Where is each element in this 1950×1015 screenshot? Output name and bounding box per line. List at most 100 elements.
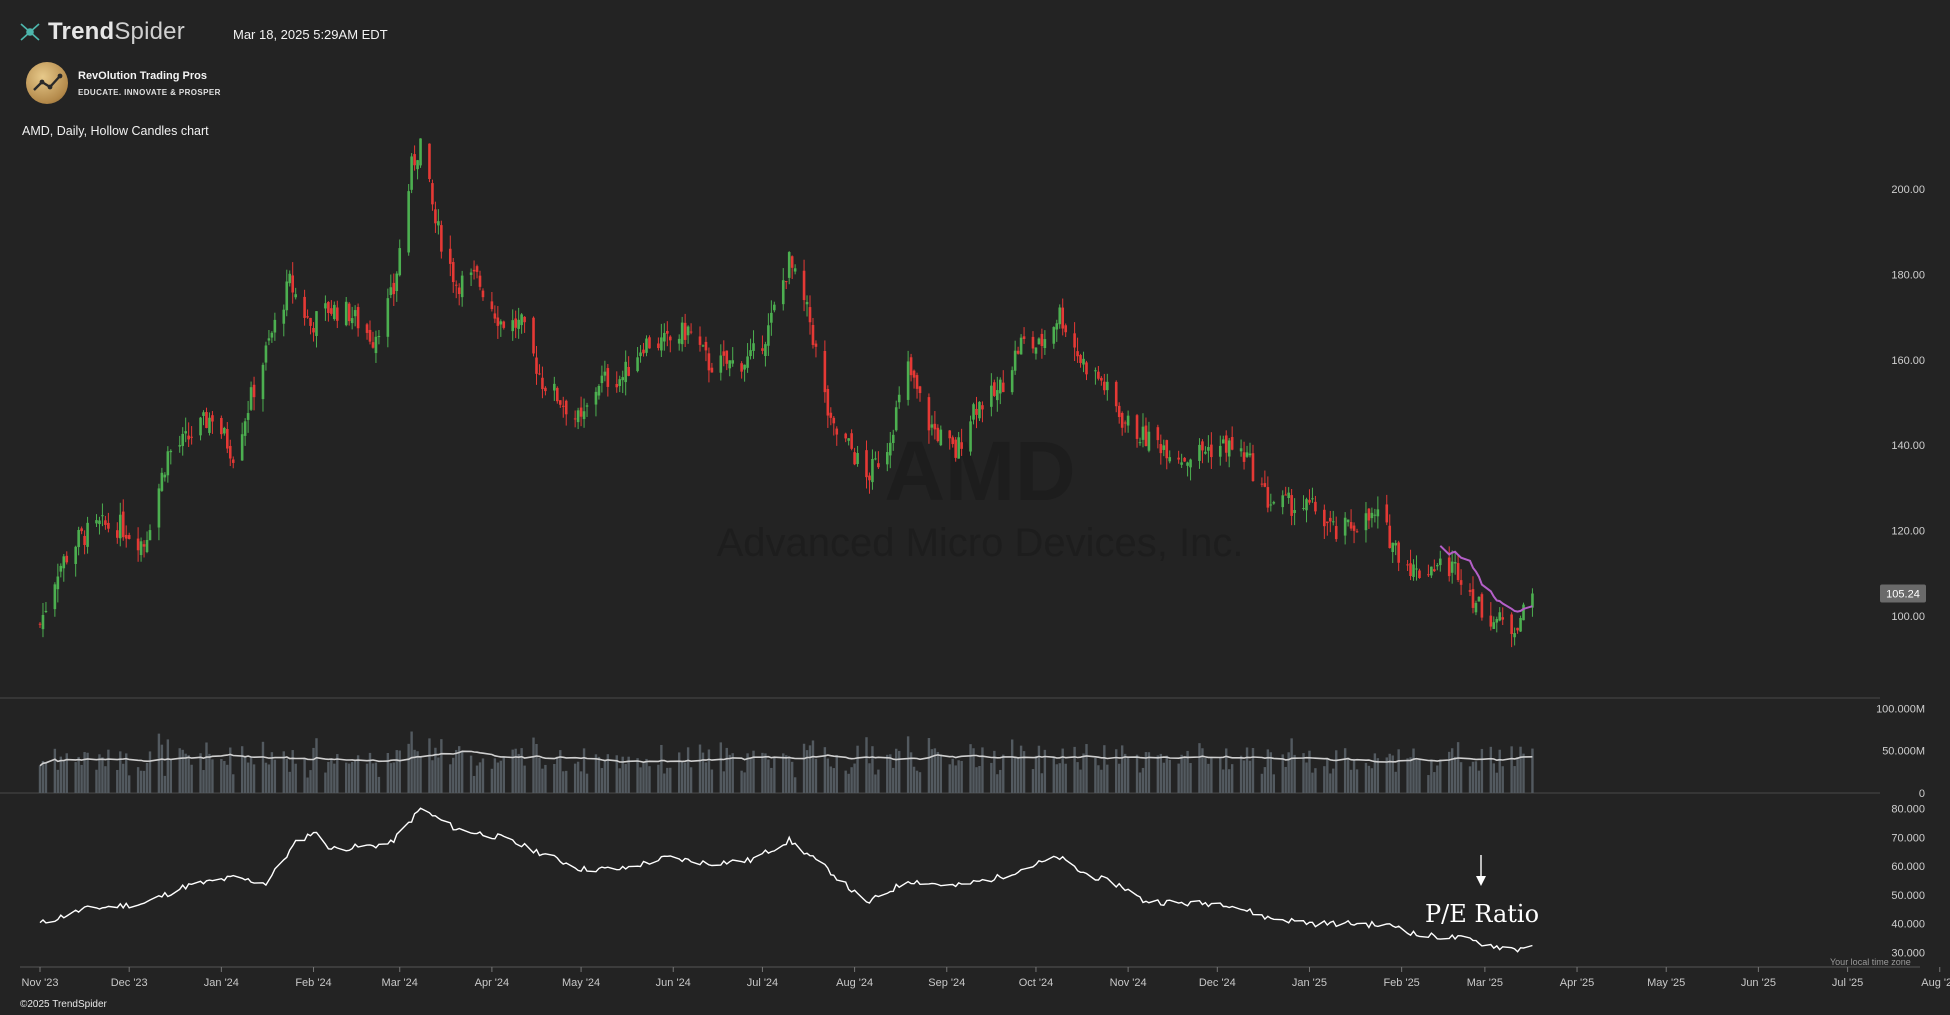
- moving-average-line: [1439, 545, 1533, 613]
- price-axis-tick: 180.00: [1891, 269, 1925, 281]
- price-axis-tick: 160.00: [1891, 355, 1925, 367]
- candle-body: [353, 310, 357, 317]
- volume-bar: [1073, 746, 1076, 793]
- volume-bar: [535, 743, 538, 793]
- volume-bar: [1156, 755, 1160, 793]
- volume-bar: [107, 749, 110, 793]
- volume-bar: [356, 755, 360, 793]
- pe-ratio-annotation: P/E Ratio: [1425, 900, 1539, 928]
- candle-body: [1269, 504, 1273, 506]
- price-axis-tick: 200.00: [1891, 184, 1925, 196]
- volume-bar: [377, 776, 381, 793]
- candle-body: [1019, 337, 1023, 355]
- volume-bar: [220, 758, 223, 793]
- volume-bar: [677, 752, 681, 793]
- volume-bar: [1427, 775, 1430, 793]
- candle-body: [1290, 495, 1293, 516]
- volume-bar: [347, 763, 351, 793]
- candle-body: [1510, 614, 1513, 635]
- volume-axis-tick: 100.000M: [1876, 703, 1925, 715]
- volume-bar: [1180, 754, 1183, 793]
- volume-bar: [1409, 757, 1412, 793]
- pe-axis-tick: 30.000: [1891, 947, 1925, 959]
- candle-body: [95, 520, 98, 524]
- x-axis-tick: Oct '24: [1019, 977, 1054, 989]
- volume-bar: [1388, 753, 1391, 793]
- volume-bar: [939, 754, 943, 793]
- volume-bar: [1326, 758, 1329, 793]
- candle-body: [597, 385, 601, 396]
- candle-body: [698, 336, 702, 345]
- candle-body: [618, 379, 622, 387]
- candle-body: [1013, 350, 1017, 371]
- candle-body: [1272, 502, 1276, 504]
- candle-body: [166, 451, 170, 476]
- candle-body: [448, 248, 452, 264]
- volume-bar: [565, 770, 568, 793]
- candle-body: [139, 541, 143, 556]
- candle-body: [1436, 565, 1439, 567]
- candle-body: [627, 366, 630, 376]
- candle-body: [781, 280, 785, 305]
- volume-bar: [306, 777, 309, 793]
- x-axis-tick: Dec '24: [1199, 977, 1236, 989]
- volume-bar: [1159, 753, 1163, 793]
- watermark-company: Advanced Micro Devices, Inc.: [717, 521, 1244, 565]
- candle-body: [523, 316, 526, 323]
- candle-body: [1427, 574, 1430, 576]
- candle-body: [704, 341, 708, 351]
- logo-title: RevOlution Trading Pros: [78, 69, 207, 82]
- candle-body: [157, 488, 161, 528]
- candle-body: [915, 375, 919, 389]
- timezone-note: Your local time zone: [1830, 957, 1911, 967]
- volume-bar: [1519, 746, 1522, 793]
- candle-body: [1126, 415, 1130, 426]
- candle-body: [41, 614, 45, 630]
- candle-body: [1263, 483, 1267, 487]
- candle-body: [240, 434, 244, 461]
- candle-body: [83, 535, 86, 545]
- volume-bar: [1516, 757, 1519, 793]
- volume-bar: [1492, 763, 1495, 793]
- candle-body: [1495, 619, 1499, 623]
- candle-body: [1064, 325, 1067, 333]
- volume-bar: [740, 770, 743, 793]
- candle-body: [136, 538, 140, 551]
- volume-bar: [1207, 763, 1210, 793]
- candle-body: [392, 282, 396, 295]
- candle-body: [472, 269, 476, 272]
- x-axis-tick: Jan '25: [1292, 977, 1327, 989]
- candle-body: [1474, 602, 1478, 613]
- volume-bar: [978, 766, 981, 793]
- candle-body: [1412, 564, 1415, 577]
- volume-bar: [184, 753, 187, 793]
- candle-body: [888, 442, 892, 456]
- candle-body: [520, 314, 523, 326]
- candle-body: [350, 318, 354, 324]
- price-axis-tick: 120.00: [1891, 525, 1925, 537]
- volume-bar: [761, 752, 764, 793]
- volume-bar: [1433, 772, 1436, 793]
- volume-bar: [892, 767, 895, 793]
- candle-body: [475, 266, 479, 272]
- volume-bar: [252, 764, 256, 793]
- candle-body: [752, 343, 755, 351]
- volume-bar: [1453, 756, 1457, 793]
- candle-body: [556, 387, 559, 402]
- candle-body: [1040, 333, 1044, 347]
- volume-bar: [618, 768, 621, 793]
- candle-body: [561, 405, 565, 407]
- volume-bar: [169, 759, 173, 793]
- volume-bar: [1468, 766, 1472, 793]
- volume-bar: [440, 739, 443, 793]
- candle-body: [844, 433, 847, 439]
- candle-body: [407, 191, 410, 253]
- volume-bar: [1314, 768, 1317, 793]
- volume-bar: [243, 756, 247, 793]
- volume-bar: [371, 763, 375, 793]
- volume-bar: [481, 758, 485, 793]
- volume-bar: [1058, 763, 1061, 793]
- candle-body: [891, 434, 895, 444]
- candle-body: [868, 475, 871, 481]
- candle-body: [642, 349, 645, 354]
